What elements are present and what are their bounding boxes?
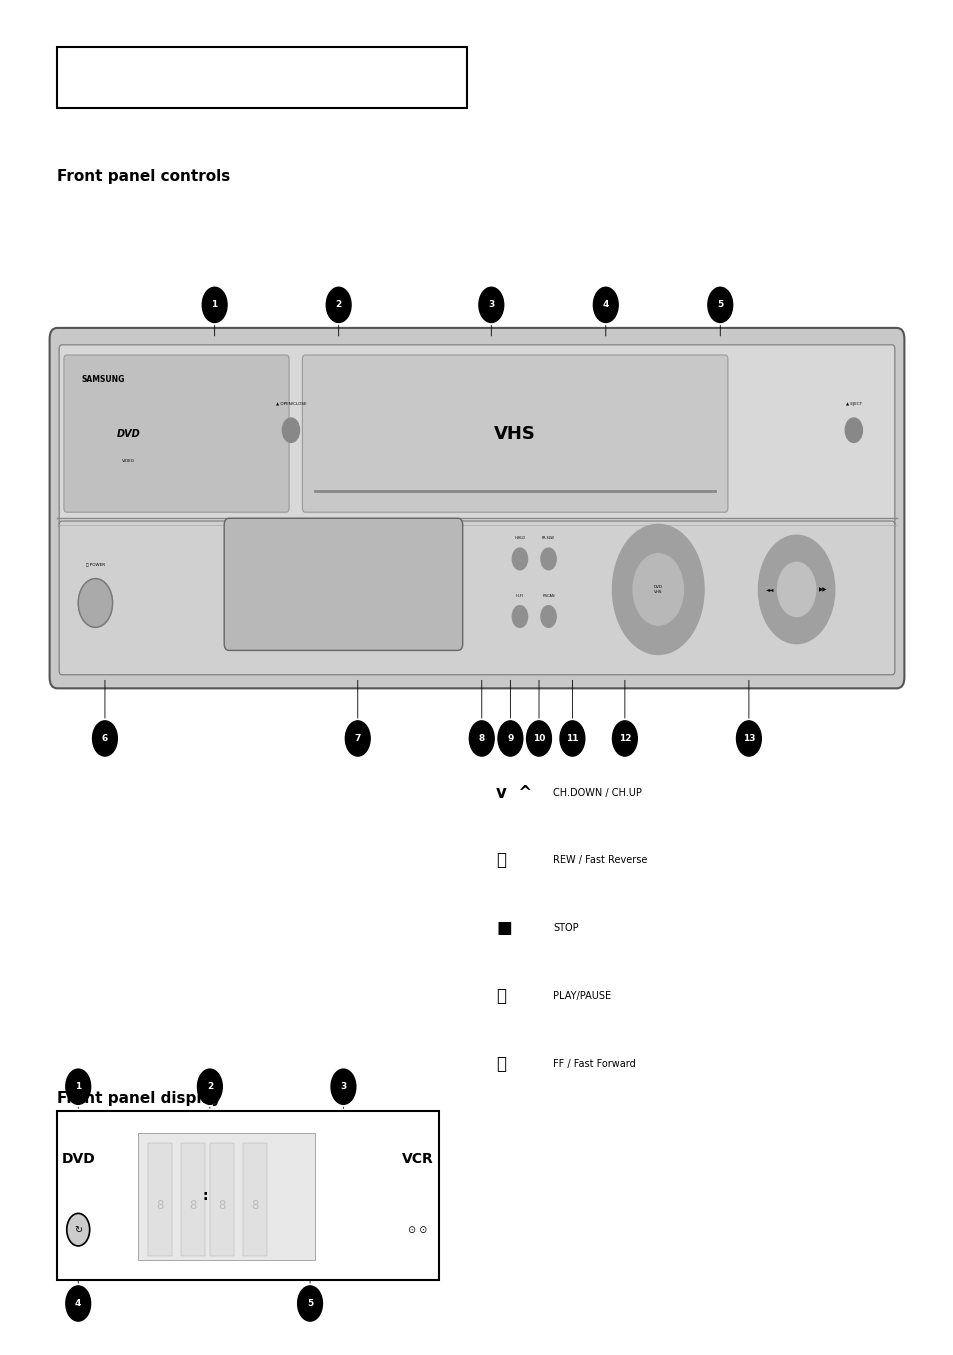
Text: 2: 2 bbox=[335, 301, 341, 309]
Text: FR.SLW: FR.SLW bbox=[541, 537, 555, 539]
Text: 1: 1 bbox=[75, 1083, 81, 1091]
Text: Front panel display: Front panel display bbox=[57, 1091, 221, 1106]
Text: ⏩: ⏩ bbox=[496, 1054, 505, 1073]
Text: 2: 2 bbox=[207, 1083, 213, 1091]
Text: 9: 9 bbox=[507, 734, 513, 743]
Text: 8: 8 bbox=[478, 734, 484, 743]
Text: 13: 13 bbox=[741, 734, 755, 743]
Text: 3: 3 bbox=[340, 1083, 346, 1091]
Circle shape bbox=[78, 579, 112, 627]
Circle shape bbox=[593, 287, 618, 322]
Text: ■: ■ bbox=[496, 919, 512, 938]
Text: ▲ EJECT: ▲ EJECT bbox=[845, 402, 861, 406]
FancyBboxPatch shape bbox=[224, 518, 462, 650]
FancyBboxPatch shape bbox=[59, 344, 894, 528]
Text: :: : bbox=[202, 1188, 208, 1203]
Circle shape bbox=[512, 547, 527, 569]
Text: H.HLD: H.HLD bbox=[514, 537, 525, 539]
Circle shape bbox=[67, 1214, 90, 1247]
Text: 8: 8 bbox=[252, 1199, 258, 1211]
FancyBboxPatch shape bbox=[64, 355, 289, 512]
Circle shape bbox=[345, 721, 370, 756]
FancyBboxPatch shape bbox=[59, 520, 894, 675]
Text: ▶▶: ▶▶ bbox=[819, 587, 826, 592]
Text: VIDEO: VIDEO bbox=[122, 459, 135, 462]
Text: 7: 7 bbox=[355, 734, 360, 743]
Text: 8: 8 bbox=[218, 1199, 225, 1211]
Text: VCR: VCR bbox=[401, 1152, 434, 1165]
Circle shape bbox=[633, 554, 682, 625]
Text: DVD: DVD bbox=[61, 1152, 95, 1165]
Text: v  ^: v ^ bbox=[496, 783, 532, 802]
Text: PLAY/PAUSE: PLAY/PAUSE bbox=[553, 991, 611, 1001]
Circle shape bbox=[512, 606, 527, 627]
Circle shape bbox=[707, 287, 732, 322]
Text: CH.DOWN / CH.UP: CH.DOWN / CH.UP bbox=[553, 787, 641, 798]
Text: 8: 8 bbox=[190, 1199, 196, 1211]
Text: 5: 5 bbox=[307, 1299, 313, 1308]
Text: DVD
VHS: DVD VHS bbox=[653, 585, 662, 593]
Text: ⏻ POWER: ⏻ POWER bbox=[86, 562, 105, 566]
FancyBboxPatch shape bbox=[57, 1111, 438, 1280]
Circle shape bbox=[202, 287, 227, 322]
Circle shape bbox=[612, 524, 703, 654]
Text: VHS: VHS bbox=[494, 424, 536, 443]
Circle shape bbox=[758, 535, 834, 644]
Circle shape bbox=[612, 721, 637, 756]
Text: 12: 12 bbox=[618, 734, 631, 743]
Text: SAMSUNG: SAMSUNG bbox=[81, 375, 124, 383]
FancyBboxPatch shape bbox=[148, 1142, 172, 1256]
FancyBboxPatch shape bbox=[138, 1133, 314, 1260]
FancyBboxPatch shape bbox=[181, 1142, 205, 1256]
Text: FF / Fast Forward: FF / Fast Forward bbox=[553, 1058, 636, 1069]
Text: ↻: ↻ bbox=[74, 1225, 82, 1234]
Circle shape bbox=[297, 1286, 322, 1321]
Circle shape bbox=[326, 287, 351, 322]
Text: ▲ OPEN/CLOSE: ▲ OPEN/CLOSE bbox=[275, 402, 306, 406]
Text: 4: 4 bbox=[75, 1299, 81, 1308]
Text: 8: 8 bbox=[156, 1199, 163, 1211]
Circle shape bbox=[559, 721, 584, 756]
Text: ⏯: ⏯ bbox=[496, 986, 505, 1005]
Text: DVD: DVD bbox=[117, 428, 140, 439]
Circle shape bbox=[497, 721, 522, 756]
Text: 3: 3 bbox=[488, 301, 494, 309]
Circle shape bbox=[92, 721, 117, 756]
FancyBboxPatch shape bbox=[302, 355, 727, 512]
Circle shape bbox=[777, 562, 815, 617]
Circle shape bbox=[526, 721, 551, 756]
FancyBboxPatch shape bbox=[50, 328, 903, 688]
Text: 1: 1 bbox=[212, 301, 217, 309]
Text: 11: 11 bbox=[565, 734, 578, 743]
Circle shape bbox=[282, 417, 299, 443]
Text: Front panel controls: Front panel controls bbox=[57, 169, 231, 184]
Text: ◄◄: ◄◄ bbox=[765, 587, 773, 592]
FancyBboxPatch shape bbox=[243, 1142, 267, 1256]
Text: HI-FI: HI-FI bbox=[516, 593, 523, 598]
FancyBboxPatch shape bbox=[210, 1142, 233, 1256]
Text: ⏪: ⏪ bbox=[496, 851, 505, 870]
Circle shape bbox=[469, 721, 494, 756]
Circle shape bbox=[540, 547, 556, 569]
Text: 5: 5 bbox=[717, 301, 722, 309]
Circle shape bbox=[844, 417, 862, 443]
Text: 10: 10 bbox=[533, 734, 544, 743]
Text: P.SCAN: P.SCAN bbox=[541, 593, 555, 598]
Text: STOP: STOP bbox=[553, 923, 578, 934]
Circle shape bbox=[66, 1069, 91, 1104]
FancyBboxPatch shape bbox=[57, 47, 467, 108]
Text: 6: 6 bbox=[102, 734, 108, 743]
Text: REW / Fast Reverse: REW / Fast Reverse bbox=[553, 855, 647, 866]
Text: ⊙ ⊙: ⊙ ⊙ bbox=[408, 1225, 427, 1234]
Circle shape bbox=[197, 1069, 222, 1104]
Circle shape bbox=[331, 1069, 355, 1104]
Circle shape bbox=[736, 721, 760, 756]
Text: 4: 4 bbox=[602, 301, 608, 309]
Circle shape bbox=[540, 606, 556, 627]
Circle shape bbox=[478, 287, 503, 322]
Circle shape bbox=[66, 1286, 91, 1321]
